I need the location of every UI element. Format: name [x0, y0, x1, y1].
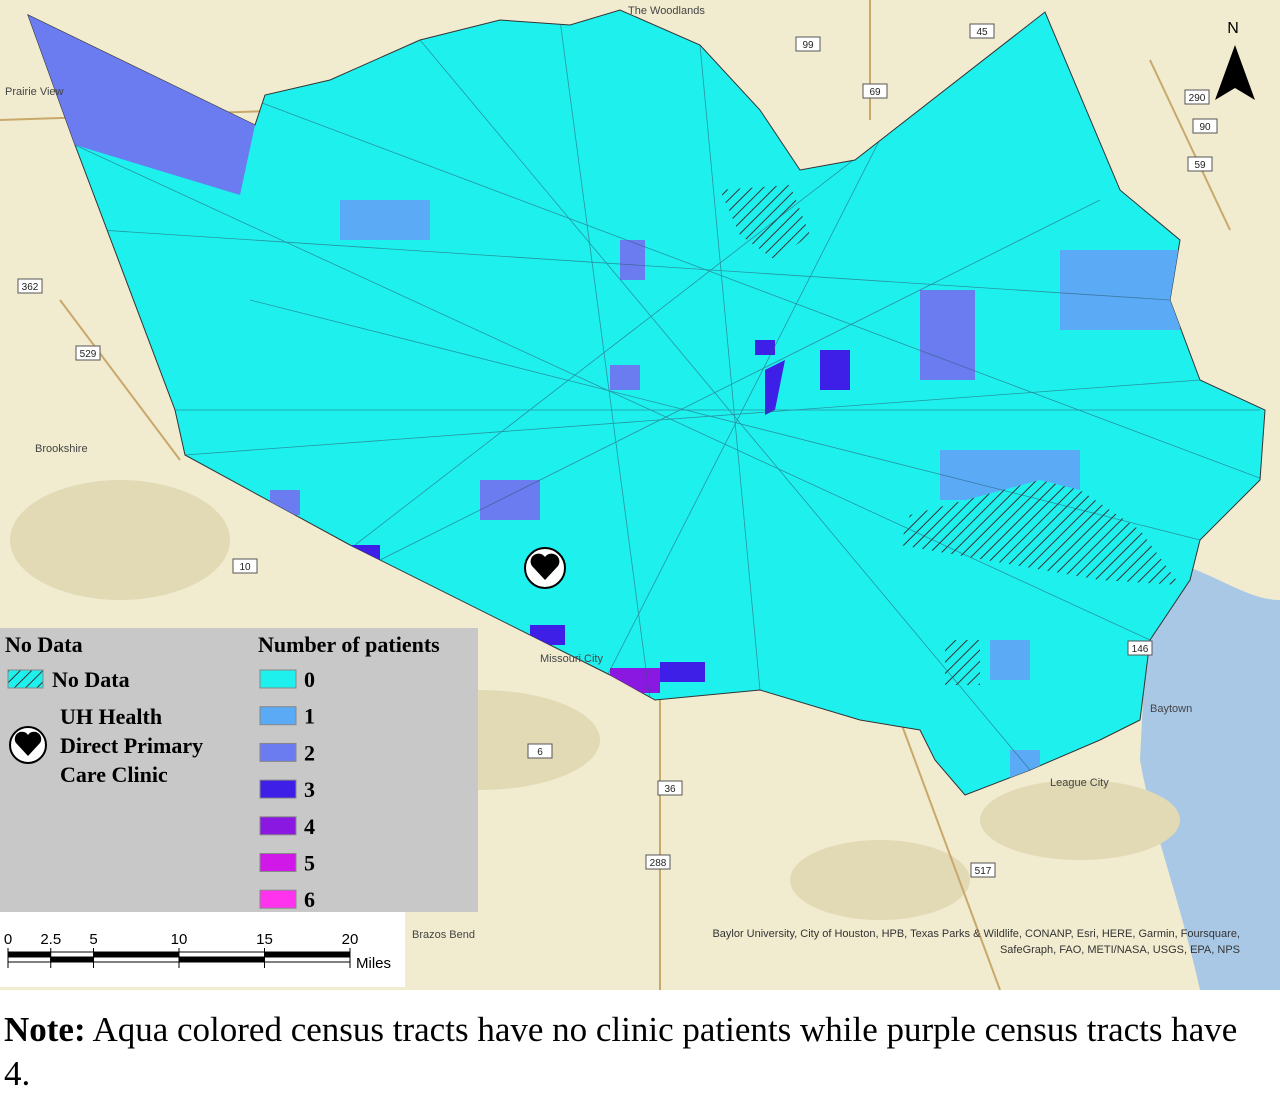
scale-segment: [50, 951, 94, 958]
road-label: 288: [650, 858, 667, 869]
scale-segment: [178, 951, 265, 958]
legend-swatch: [259, 742, 297, 762]
road-label: 10: [239, 562, 251, 573]
legend-swatch: [259, 816, 297, 836]
road-label: 362: [22, 282, 39, 293]
county: [27, 9, 1266, 796]
legend-item: Care Clinic: [60, 762, 168, 787]
note-label: Note:: [4, 1010, 86, 1049]
scale-tick-label: 5: [89, 931, 97, 948]
scale-segment: [93, 951, 180, 958]
north-arrow: N: [1215, 20, 1255, 100]
road-shield: [17, 278, 43, 294]
road-shield: [1192, 118, 1218, 134]
map: N The Woodlands Prairie View Brookshire Mis…: [0, 0, 1280, 990]
place-label: Prairie View: [5, 86, 64, 98]
legend-title: No Data: [5, 632, 83, 657]
road-shield: [1127, 640, 1153, 656]
road-label: 517: [975, 866, 992, 877]
road-shield: [795, 36, 821, 52]
road-label: 59: [1194, 160, 1206, 171]
scale-segment: [264, 956, 351, 963]
road-label: 529: [80, 349, 97, 360]
road-shield: [232, 558, 258, 574]
scale-segment: [93, 956, 180, 963]
no-data-swatch: [7, 669, 44, 689]
legend-label: 1: [304, 704, 315, 729]
legend-swatch: [259, 706, 297, 726]
place-label: The Woodlands: [628, 5, 705, 17]
place-label: League City: [1050, 777, 1109, 789]
attribution: SafeGraph, FAO, METI/NASA, USGS, EPA, NP…: [1000, 944, 1240, 956]
place-label: Baytown: [1150, 703, 1192, 715]
scale-unit: Miles: [356, 955, 391, 972]
note: Note: Aqua colored census tracts have no…: [4, 1008, 1264, 1096]
place-label: Brazos Bend: [412, 929, 475, 941]
note-text: Aqua colored census tracts have no clini…: [4, 1010, 1238, 1093]
scale-tick-label: 0: [4, 931, 12, 948]
place-label: Brookshire: [35, 443, 88, 455]
legend-swatch: [259, 669, 297, 689]
legend-label: 0: [304, 667, 315, 692]
road-shield: [1184, 89, 1210, 105]
road-shield: [657, 780, 683, 796]
legend-swatch: [259, 853, 297, 872]
scale-segment: [7, 951, 52, 958]
scale-segment: [7, 956, 52, 963]
urban-areas: [10, 480, 1180, 920]
legend-label: 5: [304, 851, 315, 876]
legend-swatch: [259, 779, 297, 799]
legend-title: Number of patients: [258, 632, 440, 657]
road-label: 90: [1199, 122, 1211, 133]
scale-segment: [50, 956, 94, 963]
road-label: 69: [869, 87, 881, 98]
road-label: 36: [664, 784, 676, 795]
road-label: 290: [1189, 93, 1206, 104]
legend-item: Direct Primary: [60, 733, 203, 758]
legend-box: [0, 628, 478, 912]
scale-area: [0, 912, 405, 987]
scale-tick-label: 2.5: [40, 931, 61, 948]
north-label: N: [1227, 20, 1239, 37]
scale-segment: [264, 951, 351, 958]
road-label: 99: [802, 40, 814, 51]
road-shield: [645, 854, 671, 870]
road-label: 6: [537, 747, 543, 758]
scale-tick-label: 20: [342, 931, 359, 948]
road-label: 146: [1132, 644, 1149, 655]
road-shield: [862, 83, 888, 99]
legend-label: 6: [304, 887, 315, 912]
place-label: Missouri City: [540, 653, 603, 665]
legend-label: 4: [304, 814, 315, 839]
legend-swatch: [259, 889, 297, 909]
legend-label: 3: [304, 777, 315, 802]
clinic-marker: [524, 547, 566, 589]
attribution: Baylor University, City of Houston, HPB,…: [712, 928, 1240, 940]
road-label: 45: [976, 27, 988, 38]
legend-item: No Data: [52, 667, 130, 692]
scale-segment: [178, 956, 265, 963]
road-shield: [527, 743, 553, 759]
scale-tick-label: 10: [171, 931, 188, 948]
road-shield: [970, 862, 996, 878]
scale-tick-label: 15: [256, 931, 273, 948]
legend-item: UH Health: [60, 704, 162, 729]
clinic-icon: [14, 731, 42, 756]
bay: [1140, 560, 1280, 990]
road-shield: [75, 345, 101, 361]
road-shield: [969, 23, 995, 39]
road-shield: [1187, 156, 1213, 172]
legend-label: 2: [304, 740, 315, 765]
